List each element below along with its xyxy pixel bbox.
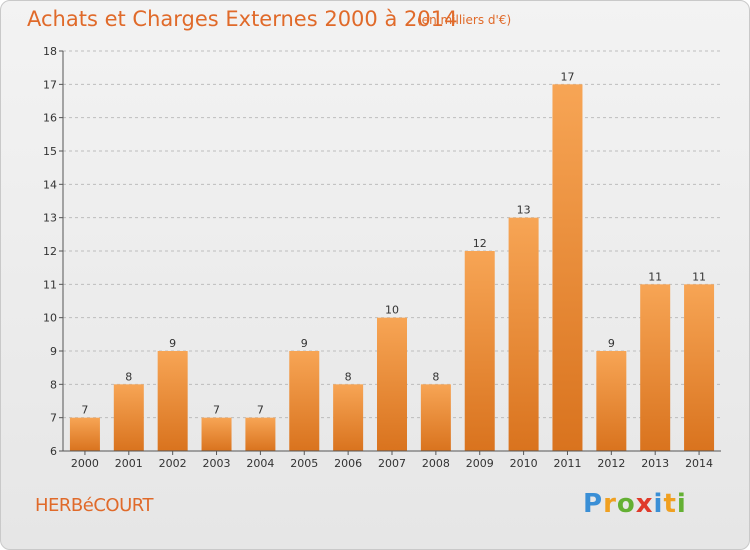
x-tick-label: 2002 (159, 457, 187, 470)
bar-2003 (201, 417, 232, 451)
bar-2009 (464, 251, 495, 451)
x-tick-label: 2008 (422, 457, 450, 470)
bar-2004 (245, 417, 276, 451)
y-tick-label: 11 (43, 278, 57, 291)
y-tick-label: 16 (43, 112, 57, 125)
bar-value-label: 9 (301, 337, 308, 350)
x-tick-label: 2005 (290, 457, 318, 470)
y-tick-label: 12 (43, 245, 57, 258)
bar-value-label: 7 (257, 404, 264, 417)
x-tick-label: 2000 (71, 457, 99, 470)
bars (69, 84, 715, 451)
y-tick-label: 6 (50, 445, 57, 458)
y-tick-label: 8 (50, 378, 57, 391)
bar-2001 (113, 384, 144, 451)
axes (59, 50, 721, 455)
labels: 6 7 8 9 10 11 12 13 14 15 16 17 18 7 2000 8 2001 9 2002 7 20… (43, 45, 713, 470)
bar-value-label: 11 (692, 270, 706, 283)
y-tick-label: 14 (43, 178, 57, 191)
bar-value-label: 12 (473, 237, 487, 250)
x-tick-label: 2012 (597, 457, 625, 470)
commune-name: HERBéCOURT (35, 495, 153, 516)
x-tick-label: 2004 (246, 457, 274, 470)
y-tick-label: 17 (43, 78, 57, 91)
x-tick-label: 2003 (203, 457, 231, 470)
bar-value-label: 7 (81, 404, 88, 417)
bar-2011 (552, 84, 583, 451)
proxiti-logo: Proxiti (583, 489, 687, 519)
x-tick-label: 2011 (553, 457, 581, 470)
x-tick-label: 2007 (378, 457, 406, 470)
x-tick-label: 2006 (334, 457, 362, 470)
bar-2014 (684, 284, 715, 451)
bar-2010 (508, 217, 539, 451)
bar-value-label: 9 (169, 337, 176, 350)
bar-value-label: 9 (608, 337, 615, 350)
x-tick-label: 2013 (641, 457, 669, 470)
bar-2013 (640, 284, 671, 451)
chart-subtitle: (en milliers d'€) (417, 13, 512, 27)
y-tick-label: 9 (50, 345, 57, 358)
bar-value-label: 8 (432, 370, 439, 383)
y-tick-label: 10 (43, 312, 57, 325)
bar-value-label: 10 (385, 304, 399, 317)
bar-value-label: 8 (125, 370, 132, 383)
y-tick-label: 13 (43, 212, 57, 225)
bar-2007 (377, 317, 407, 451)
y-tick-label: 18 (43, 45, 57, 58)
bar-2012 (596, 351, 627, 451)
x-tick-label: 2001 (115, 457, 143, 470)
x-tick-label: 2010 (510, 457, 538, 470)
y-tick-label: 7 (50, 412, 57, 425)
bar-2000 (69, 417, 100, 451)
chart-title: Achats et Charges Externes 2000 à 2014 (27, 7, 458, 31)
bar-2006 (333, 384, 364, 451)
x-tick-label: 2009 (466, 457, 494, 470)
bar-value-label: 13 (517, 204, 531, 217)
bar-2005 (289, 351, 320, 451)
y-tick-label: 15 (43, 145, 57, 158)
bar-value-label: 8 (345, 370, 352, 383)
bar-value-label: 17 (560, 70, 574, 83)
bar-value-label: 11 (648, 270, 662, 283)
bar-value-label: 7 (213, 404, 220, 417)
x-tick-label: 2014 (685, 457, 713, 470)
bar-2008 (420, 384, 451, 451)
bar-2002 (157, 351, 188, 451)
